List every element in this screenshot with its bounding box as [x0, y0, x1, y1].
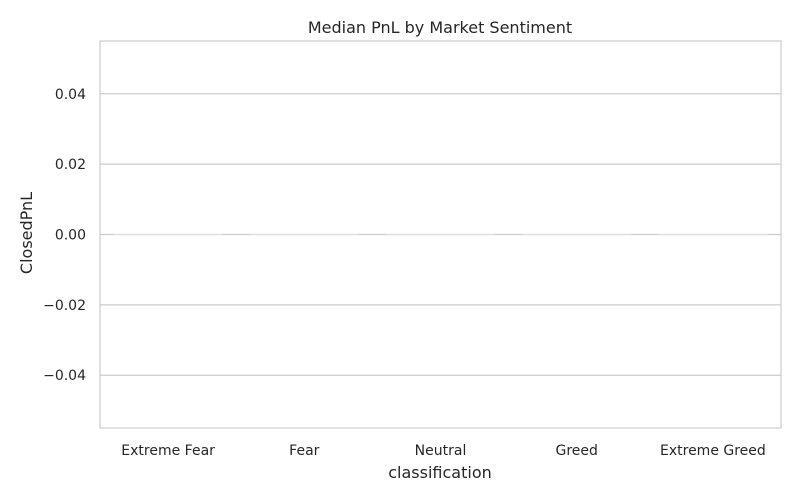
- y-tick-label: 0.04: [55, 87, 86, 103]
- x-tick-labels: Extreme Fear Fear Neutral Greed Extreme Gree…: [121, 443, 766, 459]
- x-axis-label: classification: [388, 463, 492, 482]
- y-tick-label: −0.04: [43, 368, 86, 384]
- bar: [658, 233, 768, 236]
- x-tick-label: Fear: [289, 443, 319, 459]
- bar: [113, 233, 223, 236]
- x-tick-label: Extreme Greed: [660, 443, 766, 459]
- bars: [113, 233, 768, 236]
- x-tick-label: Extreme Fear: [121, 443, 215, 459]
- plot-frame: [99, 40, 782, 429]
- y-tick-label: 0.02: [55, 157, 86, 173]
- x-tick-label: Neutral: [415, 443, 467, 459]
- y-axis-label: ClosedPnL: [17, 192, 36, 274]
- chart-title: Median PnL by Market Sentiment: [308, 18, 572, 37]
- bar: [522, 233, 632, 236]
- bar: [249, 233, 359, 236]
- y-tick-labels: −0.04 −0.02 0.00 0.02 0.04: [43, 87, 86, 384]
- x-tick-label: Greed: [555, 443, 597, 459]
- y-tick-label: −0.02: [43, 298, 86, 314]
- bar: [386, 233, 495, 236]
- y-tick-label: 0.00: [55, 228, 86, 244]
